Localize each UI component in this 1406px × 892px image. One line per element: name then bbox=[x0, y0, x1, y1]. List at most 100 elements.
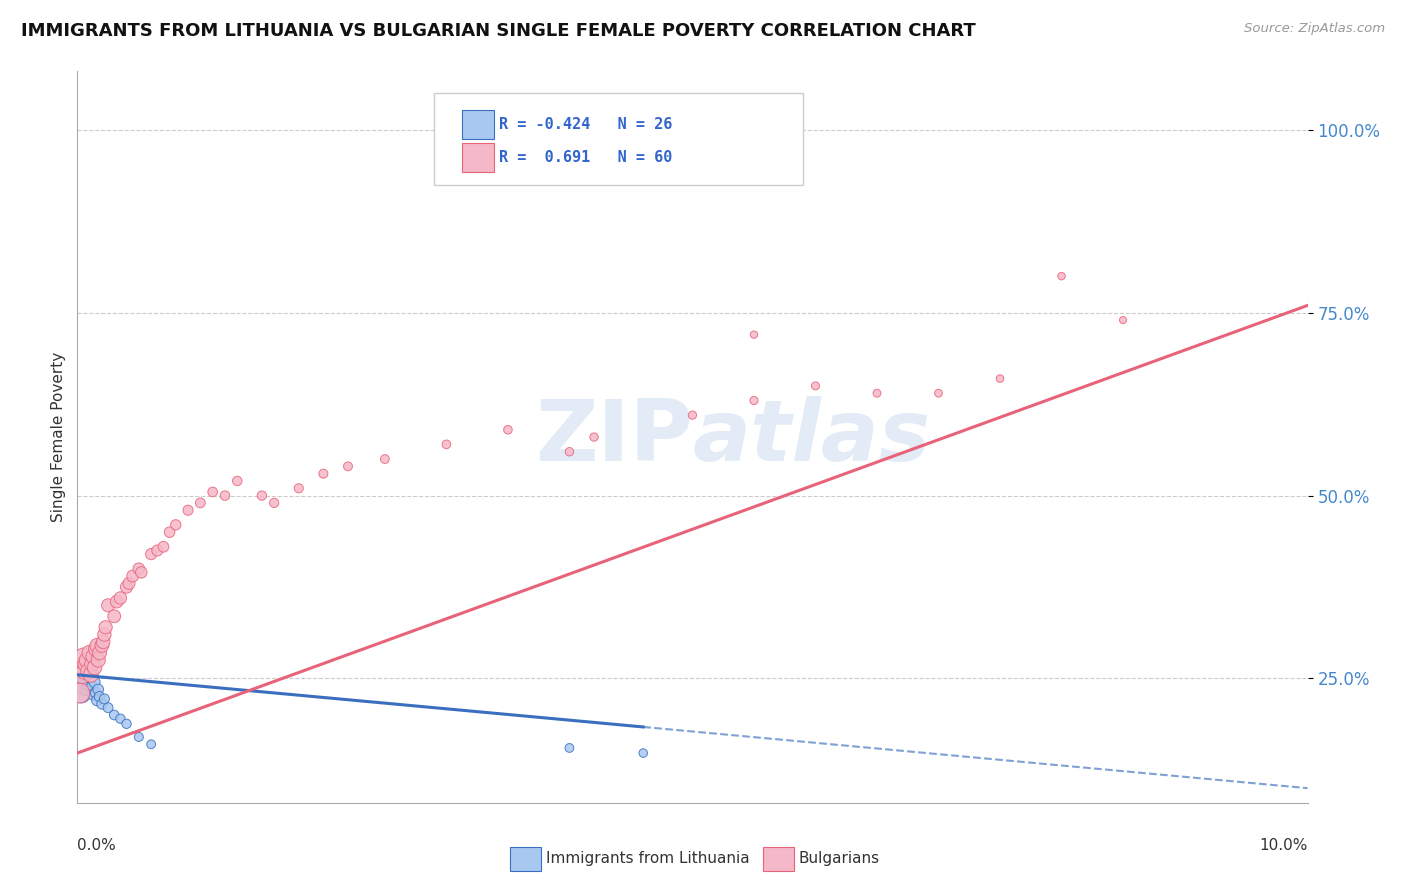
FancyBboxPatch shape bbox=[463, 110, 495, 138]
Point bbox=[121, 569, 143, 583]
Point bbox=[97, 599, 120, 613]
Point bbox=[94, 620, 117, 634]
Text: R =  0.691   N = 60: R = 0.691 N = 60 bbox=[499, 150, 672, 165]
Point bbox=[633, 746, 655, 760]
Point bbox=[146, 543, 169, 558]
Point bbox=[73, 664, 96, 678]
Point bbox=[128, 562, 150, 576]
Point bbox=[129, 566, 153, 580]
Point bbox=[89, 646, 111, 660]
Point bbox=[103, 708, 125, 723]
Point bbox=[159, 525, 181, 540]
Point bbox=[77, 664, 100, 678]
Point bbox=[337, 459, 360, 474]
Text: 0.0%: 0.0% bbox=[77, 838, 117, 854]
Point bbox=[89, 690, 111, 704]
Point bbox=[69, 675, 91, 690]
Point bbox=[72, 649, 94, 664]
Point bbox=[70, 664, 93, 678]
Point bbox=[682, 123, 704, 137]
Point bbox=[583, 430, 606, 444]
Point bbox=[374, 452, 396, 467]
Point bbox=[866, 386, 889, 401]
Point bbox=[742, 393, 765, 408]
Point bbox=[90, 697, 114, 711]
Text: R = -0.424   N = 26: R = -0.424 N = 26 bbox=[499, 117, 672, 132]
Point bbox=[201, 485, 224, 500]
Point bbox=[79, 646, 101, 660]
Point bbox=[83, 675, 105, 690]
Point bbox=[82, 688, 104, 702]
Point bbox=[77, 677, 100, 691]
Point bbox=[76, 682, 98, 697]
Point bbox=[70, 660, 93, 674]
Point bbox=[93, 627, 115, 641]
Point bbox=[804, 379, 827, 393]
Point bbox=[1050, 269, 1073, 284]
Point bbox=[988, 371, 1011, 385]
Point bbox=[76, 653, 98, 667]
Point bbox=[118, 576, 141, 591]
Point bbox=[86, 693, 108, 707]
Point bbox=[682, 408, 704, 422]
Point bbox=[226, 474, 249, 488]
Point bbox=[263, 496, 285, 510]
Point bbox=[83, 660, 105, 674]
Point bbox=[141, 547, 163, 561]
Point bbox=[93, 692, 115, 706]
Point bbox=[69, 686, 91, 700]
Point bbox=[188, 496, 212, 510]
Point bbox=[75, 657, 97, 671]
Point bbox=[90, 639, 114, 653]
Point bbox=[558, 740, 581, 755]
Point bbox=[87, 653, 110, 667]
Point bbox=[80, 667, 103, 681]
Point bbox=[97, 700, 120, 714]
Point bbox=[177, 503, 200, 517]
Point bbox=[165, 517, 187, 532]
Text: Source: ZipAtlas.com: Source: ZipAtlas.com bbox=[1244, 22, 1385, 36]
Point bbox=[70, 686, 93, 700]
Point bbox=[742, 327, 765, 342]
Point bbox=[436, 437, 458, 451]
Point bbox=[128, 730, 150, 744]
Point bbox=[115, 580, 138, 594]
Point bbox=[312, 467, 335, 481]
Text: 10.0%: 10.0% bbox=[1260, 838, 1308, 854]
Point bbox=[214, 489, 236, 503]
Point bbox=[86, 639, 108, 653]
Point bbox=[73, 667, 96, 681]
Text: Immigrants from Lithuania: Immigrants from Lithuania bbox=[546, 852, 749, 866]
Text: atlas: atlas bbox=[693, 395, 931, 479]
Y-axis label: Single Female Poverty: Single Female Poverty bbox=[51, 352, 66, 522]
Point bbox=[558, 444, 581, 458]
Point bbox=[72, 679, 94, 693]
Point bbox=[91, 635, 114, 649]
Point bbox=[250, 489, 273, 503]
Point bbox=[82, 649, 104, 664]
Point bbox=[105, 594, 128, 608]
Point bbox=[152, 540, 174, 554]
Point bbox=[82, 657, 104, 671]
Text: IMMIGRANTS FROM LITHUANIA VS BULGARIAN SINGLE FEMALE POVERTY CORRELATION CHART: IMMIGRANTS FROM LITHUANIA VS BULGARIAN S… bbox=[21, 22, 976, 40]
Text: Bulgarians: Bulgarians bbox=[799, 852, 880, 866]
FancyBboxPatch shape bbox=[463, 143, 495, 171]
Point bbox=[75, 672, 97, 686]
Point bbox=[84, 642, 107, 657]
Point bbox=[115, 716, 138, 731]
FancyBboxPatch shape bbox=[434, 94, 803, 185]
Point bbox=[288, 481, 311, 495]
Point bbox=[1112, 313, 1135, 327]
Point bbox=[103, 609, 125, 624]
Point bbox=[141, 737, 163, 751]
Point bbox=[82, 680, 104, 694]
Point bbox=[928, 386, 950, 401]
Point bbox=[79, 670, 101, 684]
Point bbox=[110, 591, 132, 605]
Text: ZIP: ZIP bbox=[534, 395, 693, 479]
Point bbox=[87, 682, 110, 697]
Point bbox=[496, 423, 519, 437]
Point bbox=[70, 667, 93, 681]
Point bbox=[84, 686, 107, 700]
Point bbox=[110, 712, 132, 726]
